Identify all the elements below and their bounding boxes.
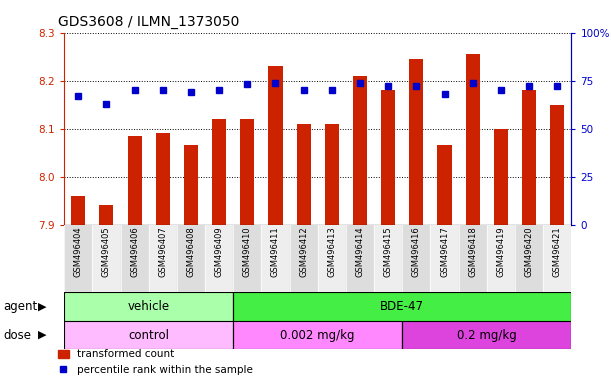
Bar [262, 225, 290, 292]
Text: ▶: ▶ [38, 301, 46, 311]
Text: control: control [128, 329, 169, 341]
Bar [381, 90, 395, 225]
Bar [148, 225, 177, 292]
Text: GSM496413: GSM496413 [327, 227, 336, 277]
Bar [409, 59, 423, 225]
Bar [212, 119, 226, 225]
Bar [430, 225, 459, 292]
Text: GSM496405: GSM496405 [102, 227, 111, 277]
Text: GSM496417: GSM496417 [440, 227, 449, 277]
Bar [515, 225, 543, 292]
Bar [128, 136, 142, 225]
Text: GSM496420: GSM496420 [524, 227, 533, 277]
Text: GDS3608 / ILMN_1373050: GDS3608 / ILMN_1373050 [58, 15, 240, 29]
Bar [402, 321, 571, 349]
Text: GSM496404: GSM496404 [74, 227, 82, 277]
Text: vehicle: vehicle [128, 300, 170, 313]
Bar [550, 104, 564, 225]
Bar [100, 205, 114, 225]
Text: agent: agent [3, 300, 37, 313]
Bar [233, 225, 262, 292]
Bar [437, 146, 452, 225]
Text: 0.002 mg/kg: 0.002 mg/kg [280, 329, 355, 341]
Text: GSM496418: GSM496418 [468, 227, 477, 277]
Bar [346, 225, 374, 292]
Bar [233, 292, 571, 321]
Bar [325, 124, 339, 225]
Bar [459, 225, 487, 292]
Text: GSM496419: GSM496419 [496, 227, 505, 277]
Bar [522, 90, 536, 225]
Bar [296, 124, 310, 225]
Bar [268, 66, 282, 225]
Bar [374, 225, 402, 292]
Text: GSM496416: GSM496416 [412, 227, 421, 277]
Legend: transformed count, percentile rank within the sample: transformed count, percentile rank withi… [54, 345, 257, 379]
Text: GSM496406: GSM496406 [130, 227, 139, 277]
Bar [402, 225, 430, 292]
Text: GSM496415: GSM496415 [384, 227, 393, 277]
Bar [353, 76, 367, 225]
Bar [92, 225, 120, 292]
Text: dose: dose [3, 329, 31, 341]
Text: GSM496411: GSM496411 [271, 227, 280, 277]
Bar [494, 129, 508, 225]
Bar [120, 225, 148, 292]
Text: GSM496407: GSM496407 [158, 227, 167, 277]
Text: ▶: ▶ [38, 330, 46, 340]
Bar [64, 225, 92, 292]
Bar [466, 54, 480, 225]
Text: GSM496409: GSM496409 [214, 227, 224, 277]
Bar [290, 225, 318, 292]
Bar [184, 146, 198, 225]
Text: BDE-47: BDE-47 [380, 300, 424, 313]
Bar [71, 196, 86, 225]
Bar [64, 321, 233, 349]
Text: 0.2 mg/kg: 0.2 mg/kg [457, 329, 517, 341]
Bar [156, 134, 170, 225]
Text: GSM496421: GSM496421 [553, 227, 562, 277]
Bar [240, 119, 254, 225]
Bar [177, 225, 205, 292]
Text: GSM496410: GSM496410 [243, 227, 252, 277]
Bar [233, 321, 402, 349]
Text: GSM496412: GSM496412 [299, 227, 308, 277]
Bar [205, 225, 233, 292]
Text: GSM496414: GSM496414 [356, 227, 365, 277]
Text: GSM496408: GSM496408 [186, 227, 196, 277]
Bar [318, 225, 346, 292]
Bar [64, 292, 233, 321]
Bar [543, 225, 571, 292]
Bar [487, 225, 515, 292]
